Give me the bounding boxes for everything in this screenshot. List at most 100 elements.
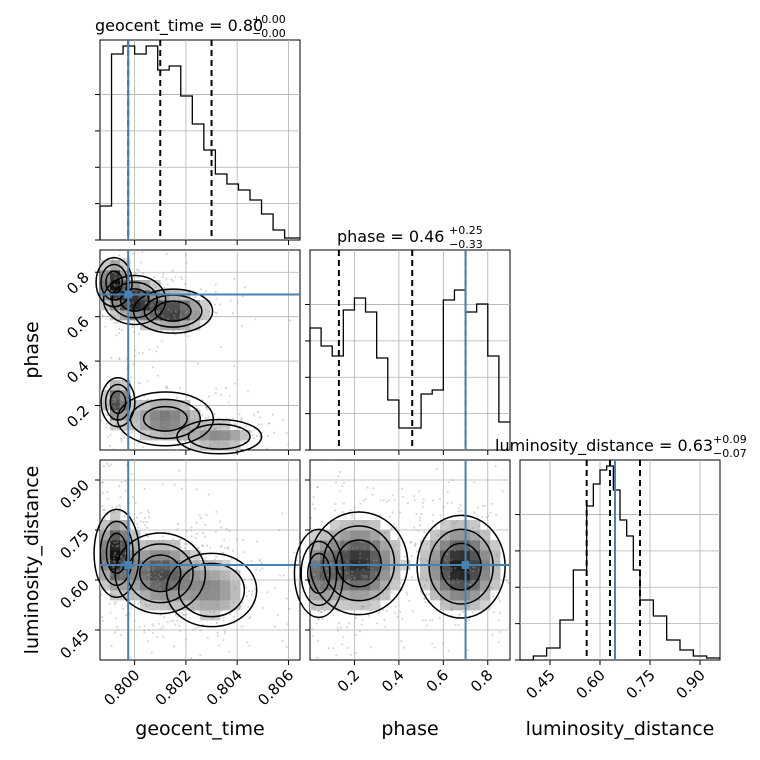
scatter-point	[477, 587, 480, 590]
scatter-point	[418, 519, 421, 522]
scatter-point	[506, 581, 509, 584]
scatter-point	[120, 572, 123, 575]
scatter-point	[233, 584, 236, 587]
scatter-point	[205, 560, 208, 563]
scatter-point	[162, 535, 165, 538]
scatter-point	[230, 558, 233, 561]
scatter-point	[338, 525, 341, 528]
scatter-point	[111, 267, 114, 270]
scatter-point	[101, 619, 104, 622]
scatter-point	[498, 611, 501, 614]
density-cell	[340, 550, 351, 561]
svg-text:phase = 0.46: phase = 0.46	[337, 227, 444, 246]
scatter-point	[111, 258, 114, 261]
scatter-points	[309, 459, 511, 659]
svg-text:−0.07: −0.07	[713, 447, 747, 460]
density-cell	[320, 530, 331, 541]
scatter-point	[118, 401, 121, 404]
density-cell	[100, 300, 111, 311]
density-cell	[190, 430, 201, 441]
truth-marker	[124, 561, 133, 569]
scatter-point	[122, 280, 125, 283]
scatter-point	[479, 586, 482, 589]
scatter-point	[323, 609, 326, 612]
scatter-point	[210, 575, 213, 578]
scatter-point	[146, 398, 149, 401]
scatter-point	[170, 581, 173, 584]
scatter-point	[144, 302, 147, 305]
density-cell	[120, 580, 131, 591]
scatter-point	[205, 406, 208, 409]
scatter-point	[361, 605, 364, 608]
density-cell	[180, 580, 191, 591]
scatter-point	[257, 411, 260, 414]
scatter-point	[114, 285, 117, 288]
scatter-point	[140, 590, 143, 593]
scatter-point	[233, 365, 236, 368]
scatter-point	[313, 562, 316, 565]
scatter-point	[108, 543, 111, 546]
scatter-point	[176, 528, 179, 531]
scatter-point	[191, 420, 194, 423]
scatter-point	[490, 502, 493, 505]
scatter-point	[112, 398, 115, 401]
scatter-point	[239, 605, 242, 608]
scatter-point	[330, 561, 333, 564]
scatter-point	[317, 618, 320, 621]
density-cell	[390, 580, 401, 591]
scatter-point	[221, 570, 224, 573]
density-cell	[480, 570, 491, 581]
scatter-point	[194, 627, 197, 630]
scatter-point	[113, 321, 116, 324]
scatter-point	[285, 597, 288, 600]
scatter-point	[332, 614, 335, 617]
density-cell	[230, 570, 241, 581]
scatter-point	[260, 562, 263, 565]
scatter-point	[120, 399, 123, 402]
density-cell	[110, 300, 121, 311]
scatter-point	[163, 286, 166, 289]
scatter-point	[174, 333, 177, 336]
scatter-point	[446, 502, 449, 505]
scatter-point	[218, 575, 221, 578]
density-cell	[150, 420, 161, 431]
density-cell	[170, 310, 181, 321]
contour-luminosity-distance-vs-geocent-time	[93, 459, 301, 665]
contour-line	[154, 300, 192, 322]
scatter-point	[158, 540, 161, 543]
scatter-point	[248, 590, 251, 593]
scatter-point	[198, 610, 201, 613]
scatter-point	[101, 579, 104, 582]
scatter-point	[193, 414, 196, 417]
scatter-point	[123, 520, 126, 523]
scatter-point	[365, 576, 368, 579]
contour-line	[322, 525, 396, 602]
scatter-point	[346, 561, 349, 564]
density-cell	[360, 520, 371, 531]
scatter-point	[413, 499, 416, 502]
scatter-point	[469, 546, 472, 549]
scatter-point	[497, 641, 500, 644]
scatter-point	[155, 636, 158, 639]
scatter-point	[133, 354, 136, 357]
scatter-point	[118, 332, 121, 335]
scatter-point	[103, 508, 106, 511]
scatter-point	[422, 577, 425, 580]
scatter-point	[151, 569, 154, 572]
scatter-point	[406, 502, 409, 505]
density-cell	[120, 550, 131, 561]
density-cell	[320, 550, 331, 561]
scatter-point	[125, 614, 128, 617]
scatter-point	[316, 656, 319, 659]
scatter-point	[163, 433, 166, 436]
density-cell	[420, 550, 431, 561]
scatter-point	[102, 509, 105, 512]
scatter-point	[121, 395, 124, 398]
density-cell	[150, 410, 161, 421]
scatter-point	[176, 615, 179, 618]
scatter-point	[158, 573, 161, 576]
scatter-point	[158, 592, 161, 595]
scatter-point	[468, 619, 471, 622]
scatter-point	[151, 304, 154, 307]
density-cell	[360, 600, 371, 611]
